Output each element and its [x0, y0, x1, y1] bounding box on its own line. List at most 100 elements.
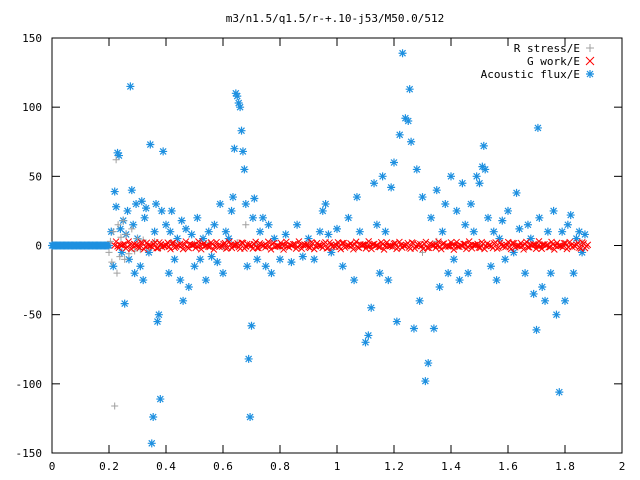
point [264, 220, 273, 229]
point [258, 213, 267, 222]
point [298, 245, 306, 253]
point [109, 262, 118, 271]
point [140, 213, 149, 222]
point [242, 221, 250, 229]
point [409, 324, 418, 333]
point [381, 227, 390, 236]
point [187, 230, 196, 239]
point [233, 92, 242, 101]
point [127, 186, 136, 195]
point [253, 255, 262, 264]
point [310, 255, 319, 264]
point [562, 239, 569, 247]
point [129, 220, 138, 229]
point [170, 255, 179, 264]
point [586, 70, 594, 78]
point [450, 246, 458, 253]
point [444, 243, 452, 250]
point [105, 248, 113, 256]
point [114, 151, 123, 160]
point [173, 234, 182, 243]
point [432, 186, 441, 195]
point [523, 238, 530, 246]
point [119, 217, 127, 225]
point [585, 56, 595, 66]
point [207, 252, 216, 261]
point [179, 245, 187, 253]
point [541, 296, 550, 305]
point [375, 269, 384, 278]
point [469, 227, 478, 236]
point [566, 211, 575, 220]
point [281, 230, 290, 239]
point [146, 140, 155, 149]
point [228, 193, 237, 202]
point [449, 255, 458, 264]
point [231, 241, 239, 249]
point [182, 238, 190, 245]
point [338, 262, 347, 271]
point [162, 220, 170, 229]
point [128, 245, 135, 253]
point [460, 240, 467, 248]
point [116, 253, 124, 261]
point [535, 213, 544, 222]
point [504, 206, 512, 215]
point [400, 242, 407, 249]
point [150, 227, 159, 236]
point [306, 244, 314, 252]
point [195, 238, 202, 245]
x-tick-label: 1.2 [384, 460, 404, 473]
chart-title: m3/n1.5/q1.5/r-+.10-j53/M50.0/512 [226, 12, 445, 25]
point [253, 244, 261, 252]
point [144, 248, 153, 257]
point [367, 303, 376, 312]
point [252, 238, 260, 246]
point [392, 317, 401, 326]
point [289, 240, 297, 248]
point [299, 241, 307, 249]
point [509, 248, 518, 257]
point [179, 296, 188, 305]
point [521, 269, 530, 278]
point [530, 240, 537, 248]
point [364, 331, 373, 340]
point [532, 325, 541, 334]
point [196, 255, 205, 264]
point [221, 227, 230, 236]
point [267, 246, 275, 253]
point [447, 172, 455, 181]
point [221, 239, 229, 247]
point [134, 235, 141, 243]
x-tick-label: 0 [49, 460, 56, 473]
point [452, 206, 461, 215]
point [327, 248, 336, 257]
point [534, 242, 541, 250]
point [247, 321, 256, 330]
point [422, 238, 430, 246]
point [461, 220, 470, 229]
point [378, 172, 387, 181]
point [453, 238, 460, 246]
point [561, 296, 569, 305]
point [113, 148, 122, 157]
point [333, 224, 341, 233]
point [149, 413, 158, 422]
point [428, 241, 435, 249]
point [126, 82, 135, 91]
plot-area [48, 49, 592, 448]
legend-marker [585, 56, 595, 66]
point [423, 244, 431, 252]
point [352, 238, 360, 246]
point [273, 242, 280, 250]
point [512, 188, 521, 197]
point [166, 227, 175, 236]
x-tick-label: 1.6 [498, 460, 518, 473]
point [458, 179, 467, 188]
legend-marker [586, 44, 594, 52]
x-tick-label: 1 [334, 460, 341, 473]
point [520, 246, 527, 253]
point [559, 243, 567, 251]
point [344, 213, 353, 222]
